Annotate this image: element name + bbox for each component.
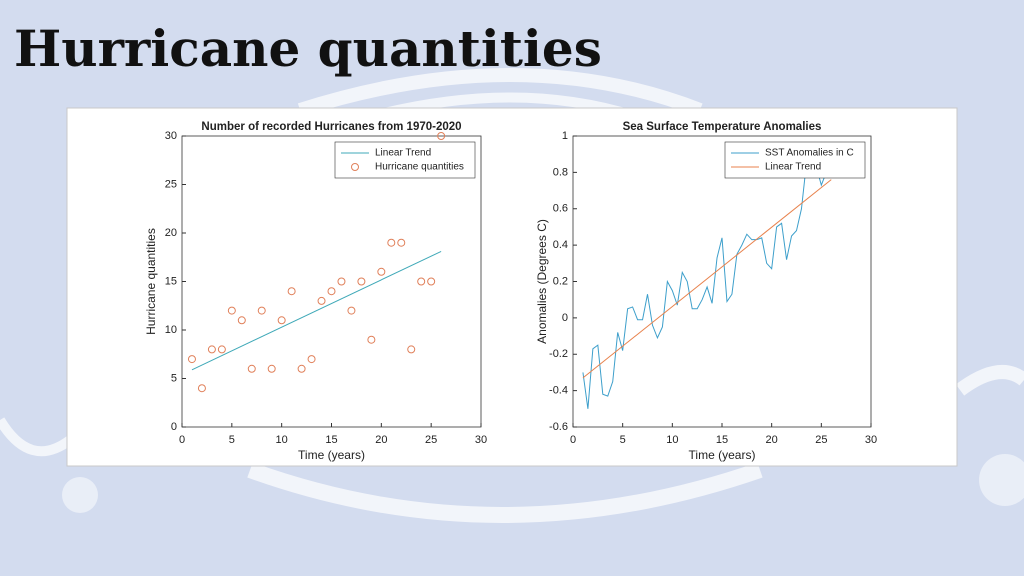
y-tick-label: 5 <box>171 372 177 384</box>
chart-title: Sea Surface Temperature Anomalies <box>623 121 822 133</box>
x-tick-label: 5 <box>229 434 235 446</box>
y-axis-label: Hurricane quantities <box>144 228 158 335</box>
data-point <box>267 364 276 373</box>
data-point <box>217 345 226 354</box>
data-point <box>277 316 286 325</box>
x-tick-label: 25 <box>425 434 437 446</box>
y-tick-label: -0.2 <box>549 348 568 360</box>
series-line <box>191 250 442 371</box>
data-point <box>247 364 256 373</box>
x-tick-label: 20 <box>375 434 387 446</box>
y-tick-label: 0 <box>562 312 568 324</box>
data-point <box>307 355 316 364</box>
data-point <box>387 238 396 247</box>
y-tick-label: -0.4 <box>549 385 568 397</box>
y-tick-label: 10 <box>165 324 177 336</box>
y-tick-label: 1 <box>562 130 568 142</box>
legend-label: Linear Trend <box>765 162 821 173</box>
data-point <box>187 355 196 364</box>
legend-label: SST Anomalies in C <box>765 148 854 159</box>
y-axis-label: Anomalies (Degrees C) <box>535 219 549 344</box>
data-point <box>437 132 446 140</box>
data-point <box>297 364 306 373</box>
data-point <box>357 277 366 286</box>
data-point <box>427 277 436 286</box>
legend-box <box>724 141 866 179</box>
data-point <box>347 306 356 315</box>
data-point <box>287 287 296 296</box>
y-tick-label: 15 <box>165 275 177 287</box>
data-point <box>197 384 206 393</box>
y-tick-label: 25 <box>165 178 177 190</box>
x-tick-label: 25 <box>815 434 827 446</box>
data-point <box>237 316 246 325</box>
y-tick-label: 30 <box>165 130 177 142</box>
chart-title: Number of recorded Hurricanes from 1970-… <box>201 121 461 133</box>
x-tick-label: 10 <box>276 434 288 446</box>
series-line <box>582 156 832 409</box>
data-point <box>327 287 336 296</box>
x-tick-label: 0 <box>179 434 185 446</box>
data-point <box>257 306 266 315</box>
data-point <box>397 238 406 247</box>
y-tick-label: 0.8 <box>553 166 568 178</box>
data-point <box>227 306 236 315</box>
legend-label: Linear Trend <box>375 148 431 159</box>
data-point <box>207 345 216 354</box>
data-point <box>407 345 416 354</box>
x-axis-label: Time (years) <box>298 448 365 462</box>
x-tick-label: 30 <box>475 434 487 446</box>
x-tick-label: 20 <box>766 434 778 446</box>
x-tick-label: 0 <box>570 434 576 446</box>
x-tick-label: 30 <box>865 434 877 446</box>
data-point <box>377 267 386 276</box>
x-tick-label: 5 <box>620 434 626 446</box>
legend-marker <box>351 163 359 171</box>
decor-circle <box>979 454 1024 506</box>
data-point <box>317 296 326 305</box>
y-tick-label: 0 <box>171 421 177 433</box>
slide-title: Hurricane quantities <box>14 19 602 78</box>
data-point <box>367 335 376 344</box>
y-tick-label: 0.4 <box>553 239 568 251</box>
series-line <box>582 179 832 379</box>
legend-label: Hurricane quantities <box>375 162 464 173</box>
x-tick-label: 10 <box>666 434 678 446</box>
y-tick-label: 20 <box>165 227 177 239</box>
x-tick-label: 15 <box>325 434 337 446</box>
y-tick-label: -0.6 <box>549 421 568 433</box>
data-point <box>417 277 426 286</box>
x-tick-label: 15 <box>716 434 728 446</box>
decor-circle <box>62 477 98 513</box>
data-point <box>337 277 346 286</box>
legend-box <box>334 141 476 179</box>
y-tick-label: 0.2 <box>553 275 568 287</box>
x-axis-label: Time (years) <box>689 448 756 462</box>
y-tick-label: 0.6 <box>553 203 568 215</box>
